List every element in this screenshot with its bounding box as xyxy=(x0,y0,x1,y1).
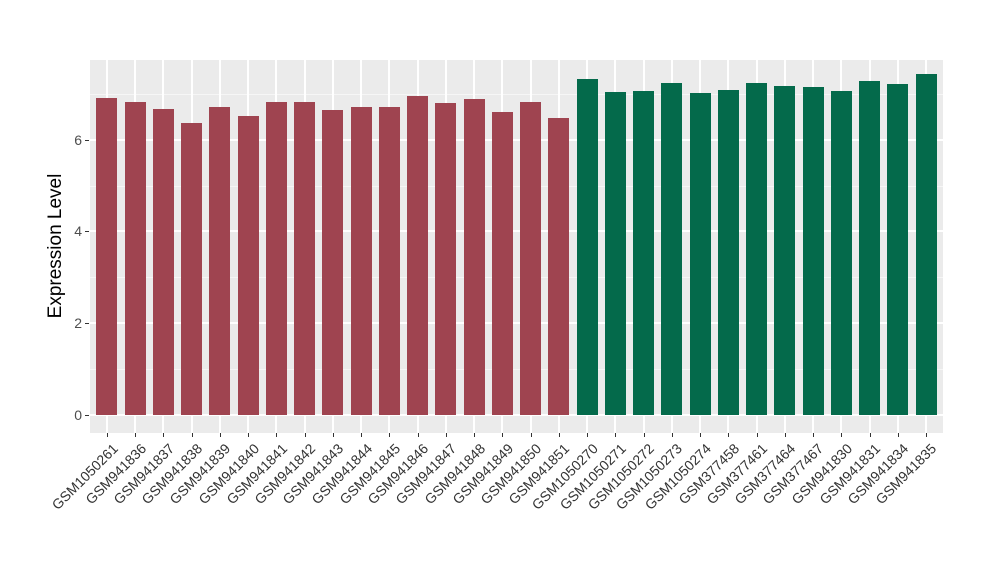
bar-GSM941848 xyxy=(463,99,485,415)
bar-GSM941841 xyxy=(265,102,287,415)
bar-GSM941842 xyxy=(294,101,316,415)
bar-GSM1050270 xyxy=(576,78,598,415)
x-tick-mark xyxy=(587,433,589,437)
bar-GSM941851 xyxy=(548,118,570,415)
x-tick-mark xyxy=(332,433,334,437)
x-tick-mark xyxy=(784,433,786,437)
y-tick-mark xyxy=(85,415,89,416)
bar-GSM1050271 xyxy=(604,92,626,415)
x-tick-mark xyxy=(530,433,532,437)
bar-GSM941849 xyxy=(491,111,513,415)
bar-GSM1050261 xyxy=(96,97,118,415)
x-tick-mark xyxy=(700,433,702,437)
bar-GSM941839 xyxy=(209,107,231,415)
x-tick-mark xyxy=(304,433,306,437)
bar-GSM377461 xyxy=(746,82,768,415)
plot-panel xyxy=(90,60,943,433)
gridline-horizontal-major xyxy=(90,414,943,416)
y-tick-mark xyxy=(85,323,89,325)
x-tick-mark xyxy=(445,433,447,437)
x-tick-mark xyxy=(389,433,391,437)
y-tick-mark xyxy=(85,231,89,233)
bar-GSM941843 xyxy=(322,110,344,415)
bar-GSM1050272 xyxy=(633,90,655,415)
bar-GSM377467 xyxy=(802,86,824,415)
x-tick-mark xyxy=(417,433,419,437)
bar-GSM1050273 xyxy=(661,83,683,415)
x-tick-mark xyxy=(813,433,815,437)
y-tick-label: 4 xyxy=(74,223,82,240)
x-tick-mark xyxy=(643,433,645,437)
x-tick-mark xyxy=(248,433,250,437)
x-tick-mark xyxy=(615,433,617,437)
y-tick-label: 6 xyxy=(74,131,82,148)
bar-GSM377458 xyxy=(717,89,739,415)
bar-GSM941840 xyxy=(237,116,259,415)
gridline-horizontal-minor xyxy=(90,277,943,279)
x-tick-mark xyxy=(558,433,560,437)
x-tick-mark xyxy=(897,433,899,437)
x-tick-mark xyxy=(869,433,871,437)
gridline-horizontal-major xyxy=(90,322,943,325)
x-tick-mark xyxy=(671,433,673,437)
bar-GSM941844 xyxy=(350,106,372,415)
x-tick-mark xyxy=(219,433,221,437)
bar-GSM941838 xyxy=(181,122,203,415)
bar-GSM941845 xyxy=(378,107,400,415)
x-tick-mark xyxy=(474,433,476,437)
bar-GSM1050274 xyxy=(689,92,711,415)
x-tick-mark xyxy=(135,433,137,437)
gridline-horizontal-major xyxy=(90,230,943,233)
bar-GSM941847 xyxy=(435,102,457,415)
x-tick-mark xyxy=(163,433,165,437)
x-tick-mark xyxy=(841,433,843,437)
gridline-horizontal-minor xyxy=(90,93,943,95)
bar-GSM941836 xyxy=(124,101,146,415)
gridline-horizontal-minor xyxy=(90,185,943,187)
gridline-horizontal-major xyxy=(90,138,943,141)
x-tick-mark xyxy=(502,433,504,437)
x-tick-mark xyxy=(106,433,108,437)
bar-GSM941834 xyxy=(887,84,909,415)
bar-GSM377464 xyxy=(774,86,796,415)
x-tick-mark xyxy=(361,433,363,437)
bar-GSM941837 xyxy=(152,109,174,415)
bar-GSM941835 xyxy=(915,73,937,415)
x-tick-mark xyxy=(926,433,928,437)
x-tick-mark xyxy=(728,433,730,437)
y-axis-title: Expression Level xyxy=(45,173,66,319)
x-tick-mark xyxy=(756,433,758,437)
bar-GSM941831 xyxy=(859,80,881,415)
gridline-horizontal-minor xyxy=(90,369,943,371)
y-tick-label: 0 xyxy=(74,407,82,423)
x-tick-mark xyxy=(276,433,278,437)
y-tick-mark xyxy=(85,139,89,141)
bar-GSM941850 xyxy=(520,101,542,415)
x-tick-mark xyxy=(191,433,193,437)
y-tick-label: 2 xyxy=(74,315,82,332)
bar-GSM941846 xyxy=(407,95,429,415)
bar-GSM941830 xyxy=(830,90,852,415)
